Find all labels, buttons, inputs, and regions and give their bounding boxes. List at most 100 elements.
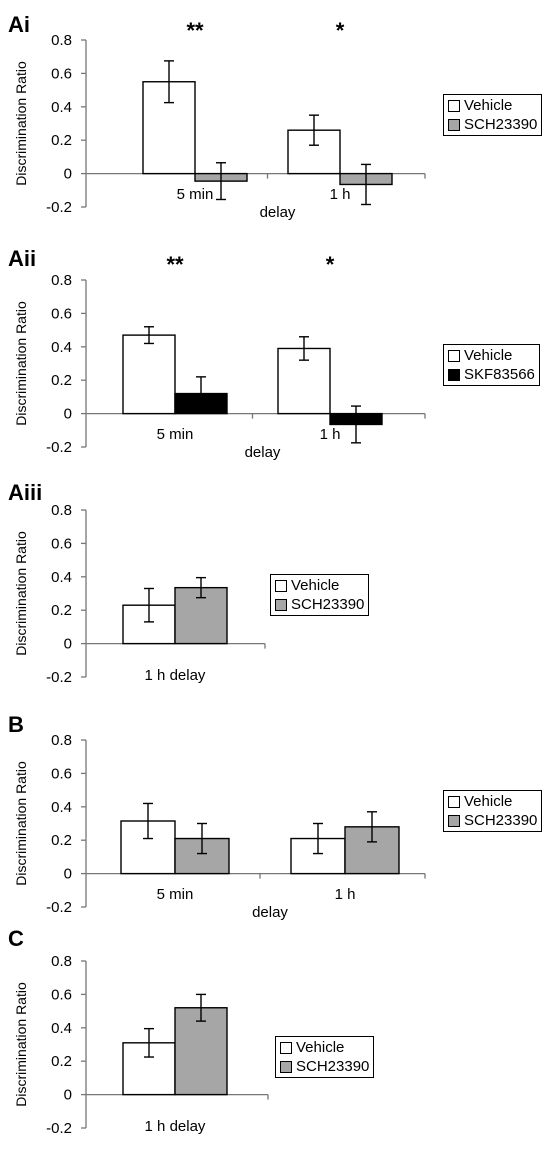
panel-label: Aii [8, 246, 37, 271]
significance-marker: ** [186, 18, 204, 43]
x-axis-label: delay [245, 444, 281, 461]
y-tick-label: 0 [64, 1087, 72, 1104]
chart-legend: Vehicle SCH23390 [270, 574, 370, 616]
legend-label-vehicle: Vehicle [464, 347, 513, 364]
legend-item-drug: SCH23390 [280, 1057, 369, 1076]
x-tick-label: 5 min [157, 426, 194, 443]
y-tick-label: 0.6 [51, 765, 72, 782]
bar-vehicle-1 [287, 129, 341, 175]
y-tick-label: -0.2 [46, 899, 72, 916]
chart-svg: 0.8 0.6 0.4 0.2 0 -0.2 Discrimination Ratio 5 m… [13, 252, 426, 461]
significance-marker: * [326, 252, 335, 277]
chart-svg: 0.8 0.6 0.4 0.2 0 -0.2 Discrimination Ratio 5 m… [13, 732, 426, 921]
chart-legend: Vehicle SCH23390 [275, 1036, 375, 1078]
legend-swatch-vehicle [448, 99, 460, 112]
significance-marker: * [336, 18, 345, 43]
x-tick-label: 1 h [335, 886, 356, 903]
panel-label: B [8, 712, 24, 737]
bar-sch23390-0 [174, 1007, 228, 1096]
y-tick-label: 0 [64, 636, 72, 653]
panel-label: Ai [8, 12, 30, 37]
y-tick-label: 0.8 [51, 953, 72, 970]
x-tick-label: 1 h delay [145, 1118, 206, 1135]
chart-legend: Vehicle SCH23390 [443, 94, 543, 136]
y-tick-label: 0.2 [51, 1053, 72, 1070]
legend-swatch-drug [448, 118, 460, 131]
legend-item-vehicle: Vehicle [280, 1038, 369, 1057]
legend-swatch-drug [275, 598, 287, 611]
y-axis-label: Discrimination Ratio [13, 61, 29, 186]
x-tick-label: 1 h [330, 186, 351, 203]
y-tick-label: 0.6 [51, 986, 72, 1003]
x-tick-label: 1 h [320, 426, 341, 443]
legend-label-vehicle: Vehicle [291, 577, 340, 594]
y-axis-label: Discrimination Ratio [13, 301, 29, 426]
chart-panel-ai: Ai 0.8 0.6 0.4 0.2 0 -0.2 Discrimination Ratio… [0, 14, 553, 239]
legend-swatch-vehicle [280, 1041, 292, 1054]
y-tick-label: 0.4 [51, 99, 72, 116]
x-tick-label: 1 h delay [145, 667, 206, 684]
y-tick-label: 0.4 [51, 799, 72, 816]
chart-panel-b: B 0.8 0.6 0.4 0.2 0 -0.2 Discrimination Ratio 5… [0, 714, 553, 939]
x-tick-label: 5 min [157, 886, 194, 903]
chart-panel-aiii: Aiii 0.8 0.6 0.4 0.2 0 -0.2 Discrimination Rat… [0, 482, 553, 707]
y-tick-label: 0.6 [51, 305, 72, 322]
y-tick-label: 0.8 [51, 272, 72, 289]
y-axis-label: Discrimination Ratio [13, 531, 29, 656]
legend-label-vehicle: Vehicle [464, 793, 513, 810]
y-tick-label: -0.2 [46, 439, 72, 456]
legend-label-vehicle: Vehicle [464, 97, 513, 114]
x-tick-label: 5 min [177, 186, 214, 203]
chart-svg: 0.8 0.6 0.4 0.2 0 -0.2 Discrimination Ratio 1 h… [13, 502, 266, 686]
legend-label-drug: SCH23390 [296, 1058, 370, 1075]
legend-swatch-drug [280, 1060, 292, 1073]
y-tick-label: 0.2 [51, 372, 72, 389]
y-axis-label: Discrimination Ratio [13, 761, 29, 886]
chart-svg: 0.8 0.6 0.4 0.2 0 -0.2 Discrimination Ratio 1 h… [13, 953, 269, 1137]
x-axis-label: delay [252, 904, 288, 921]
y-tick-label: -0.2 [46, 199, 72, 216]
y-tick-label: 0.6 [51, 65, 72, 82]
y-tick-label: 0.2 [51, 132, 72, 149]
legend-label-drug: SCH23390 [291, 596, 365, 613]
legend-swatch-drug [448, 814, 460, 827]
legend-label-drug: SCH23390 [464, 116, 538, 133]
y-tick-label: 0 [64, 406, 72, 423]
y-tick-label: 0 [64, 866, 72, 883]
y-tick-label: 0.6 [51, 535, 72, 552]
chart-panel-c: C 0.8 0.6 0.4 0.2 0 -0.2 Discrimination Ratio 1… [0, 928, 553, 1153]
significance-marker: ** [166, 252, 184, 277]
y-axis-label: Discrimination Ratio [13, 982, 29, 1107]
bar-vehicle-0 [122, 334, 176, 415]
legend-swatch-drug [448, 368, 460, 381]
legend-item-drug: SCH23390 [448, 115, 537, 134]
legend-label-vehicle: Vehicle [296, 1039, 345, 1056]
y-tick-label: 0.2 [51, 602, 72, 619]
y-tick-label: 0.4 [51, 1020, 72, 1037]
x-axis-label: delay [260, 204, 296, 221]
legend-item-vehicle: Vehicle [448, 96, 537, 115]
y-tick-label: 0.8 [51, 732, 72, 749]
panel-label: Aiii [8, 480, 43, 505]
chart-legend: Vehicle SCH23390 [443, 790, 543, 832]
legend-item-vehicle: Vehicle [275, 576, 364, 595]
legend-swatch-vehicle [275, 579, 287, 592]
y-tick-label: 0.8 [51, 502, 72, 519]
chart-legend: Vehicle SKF83566 [443, 344, 540, 386]
legend-item-drug: SKF83566 [448, 365, 535, 384]
y-tick-label: 0 [64, 166, 72, 183]
y-tick-label: -0.2 [46, 669, 72, 686]
y-tick-label: 0.4 [51, 339, 72, 356]
y-tick-label: 0.2 [51, 832, 72, 849]
legend-swatch-vehicle [448, 795, 460, 808]
y-tick-label: 0.8 [51, 32, 72, 49]
chart-svg: 0.8 0.6 0.4 0.2 0 -0.2 Discrimination Ratio 5 m… [13, 18, 426, 221]
panel-label: C [8, 926, 24, 951]
y-tick-label: -0.2 [46, 1120, 72, 1137]
chart-panel-aii: Aii 0.8 0.6 0.4 0.2 0 -0.2 Discrimination Rati… [0, 248, 553, 473]
legend-item-drug: SCH23390 [448, 811, 537, 830]
legend-item-drug: SCH23390 [275, 595, 364, 614]
legend-swatch-vehicle [448, 349, 460, 362]
legend-label-drug: SKF83566 [464, 366, 535, 383]
y-tick-label: 0.4 [51, 569, 72, 586]
